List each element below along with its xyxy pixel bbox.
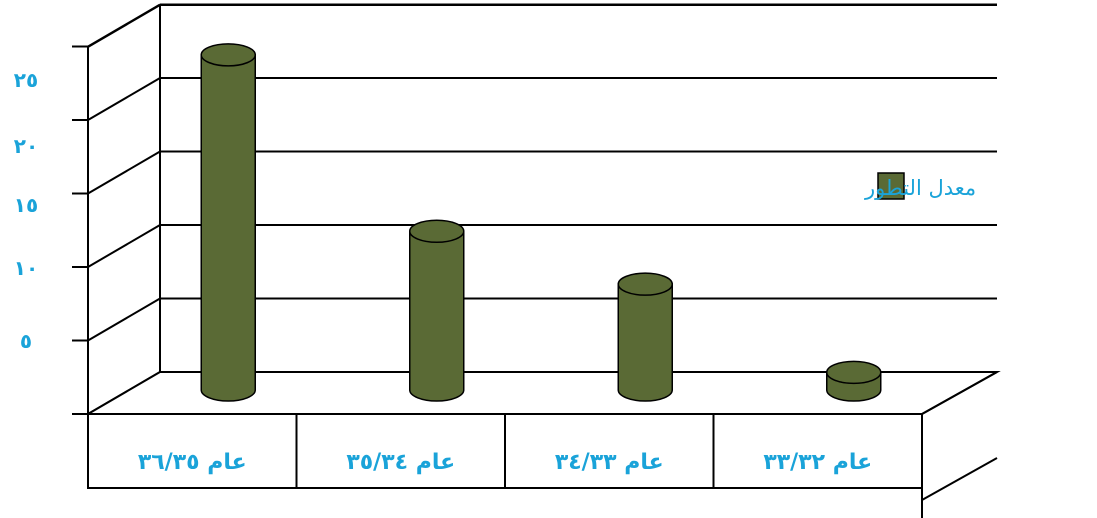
category-label: عام ٣٤/٣٣ (555, 450, 664, 475)
legend: معدل التطور (864, 172, 976, 200)
bar-body (617, 283, 673, 402)
bar (409, 219, 465, 402)
bar-top (617, 272, 673, 296)
bar-top (826, 360, 882, 385)
y-tick-label: ١٥ (14, 193, 38, 217)
side-wall-line (87, 224, 161, 268)
category-label: عام ٣٣/٣٢ (763, 450, 872, 475)
bar-body (200, 54, 256, 402)
bar-top (409, 219, 465, 243)
legend-label: معدل التطور (864, 176, 976, 200)
floor-right-edge (921, 371, 998, 415)
table-side-edge (921, 457, 998, 501)
y-axis-ticks: ٥ ١٠ ١٥ ٢٠ ٢٥ (14, 68, 38, 353)
bar-top (200, 43, 256, 67)
x-axis-categories: عام ٣٦/٣٥ عام ٣٥/٣٤ عام ٣٤/٣٣ عام ٣٣/٣٢ (138, 450, 872, 475)
bars (200, 43, 882, 402)
legend-swatch (877, 172, 905, 200)
side-wall-top (87, 4, 161, 48)
category-label: عام ٣٦/٣٥ (138, 450, 247, 475)
y-tick-label: ١٠ (14, 256, 38, 280)
side-wall-line (87, 297, 161, 342)
side-wall-line (87, 77, 161, 121)
category-label: عام ٣٥/٣٤ (346, 450, 455, 475)
y-tick-label: ٢٥ (14, 68, 38, 92)
y-tick-label: ٢٠ (14, 134, 38, 158)
side-wall-line (87, 150, 161, 195)
bar (617, 272, 673, 402)
bar (200, 43, 256, 402)
y-tick-label: ٥ (20, 329, 32, 353)
bar (826, 360, 882, 402)
chart-frame (84, 4, 1001, 518)
bar-body (409, 230, 465, 402)
